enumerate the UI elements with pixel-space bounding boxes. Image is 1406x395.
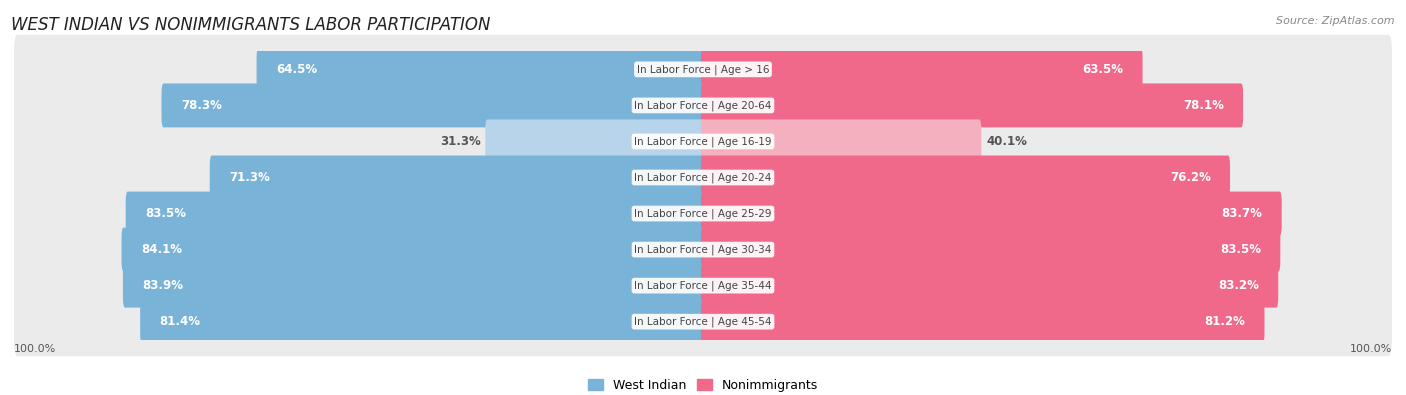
FancyBboxPatch shape [14,287,1392,356]
Text: In Labor Force | Age 20-24: In Labor Force | Age 20-24 [634,172,772,183]
FancyBboxPatch shape [702,156,1230,199]
Text: 71.3%: 71.3% [229,171,270,184]
Text: In Labor Force | Age 16-19: In Labor Force | Age 16-19 [634,136,772,147]
FancyBboxPatch shape [121,228,704,272]
FancyBboxPatch shape [209,156,704,199]
Text: In Labor Force | Age 45-54: In Labor Force | Age 45-54 [634,316,772,327]
Text: 63.5%: 63.5% [1083,63,1123,76]
Text: 78.3%: 78.3% [181,99,222,112]
FancyBboxPatch shape [122,263,704,308]
Text: In Labor Force | Age 25-29: In Labor Force | Age 25-29 [634,208,772,219]
FancyBboxPatch shape [702,119,981,164]
FancyBboxPatch shape [256,47,704,91]
Text: 100.0%: 100.0% [14,344,56,354]
Text: 83.2%: 83.2% [1218,279,1258,292]
FancyBboxPatch shape [702,300,1264,344]
FancyBboxPatch shape [141,300,704,344]
FancyBboxPatch shape [14,143,1392,212]
FancyBboxPatch shape [14,215,1392,284]
Text: 83.9%: 83.9% [142,279,183,292]
Text: 31.3%: 31.3% [440,135,481,148]
FancyBboxPatch shape [702,47,1143,91]
Legend: West Indian, Nonimmigrants: West Indian, Nonimmigrants [583,374,823,395]
FancyBboxPatch shape [162,83,704,128]
Text: 100.0%: 100.0% [1350,344,1392,354]
FancyBboxPatch shape [702,192,1282,235]
Text: 81.4%: 81.4% [159,315,201,328]
Text: 84.1%: 84.1% [141,243,181,256]
Text: 83.7%: 83.7% [1222,207,1263,220]
FancyBboxPatch shape [14,179,1392,248]
Text: In Labor Force | Age 30-34: In Labor Force | Age 30-34 [634,245,772,255]
Text: Source: ZipAtlas.com: Source: ZipAtlas.com [1277,16,1395,26]
FancyBboxPatch shape [14,71,1392,140]
FancyBboxPatch shape [702,228,1281,272]
Text: 81.2%: 81.2% [1205,315,1246,328]
FancyBboxPatch shape [702,263,1278,308]
FancyBboxPatch shape [14,251,1392,320]
Text: 76.2%: 76.2% [1170,171,1211,184]
FancyBboxPatch shape [125,192,704,235]
Text: 83.5%: 83.5% [1220,243,1261,256]
FancyBboxPatch shape [702,83,1243,128]
Text: In Labor Force | Age > 16: In Labor Force | Age > 16 [637,64,769,75]
Text: 78.1%: 78.1% [1182,99,1223,112]
Text: WEST INDIAN VS NONIMMIGRANTS LABOR PARTICIPATION: WEST INDIAN VS NONIMMIGRANTS LABOR PARTI… [11,16,491,34]
FancyBboxPatch shape [485,119,704,164]
Text: 64.5%: 64.5% [276,63,316,76]
Text: In Labor Force | Age 20-64: In Labor Force | Age 20-64 [634,100,772,111]
FancyBboxPatch shape [14,35,1392,104]
Text: In Labor Force | Age 35-44: In Labor Force | Age 35-44 [634,280,772,291]
FancyBboxPatch shape [14,107,1392,176]
Text: 83.5%: 83.5% [145,207,186,220]
Text: 40.1%: 40.1% [986,135,1026,148]
